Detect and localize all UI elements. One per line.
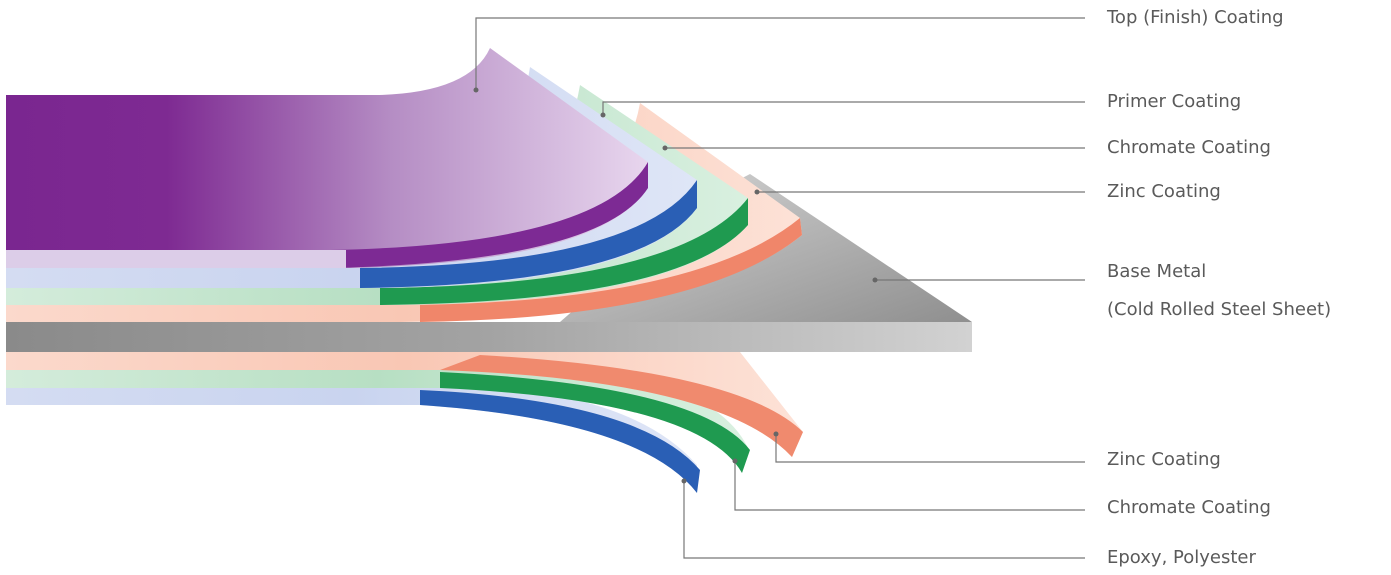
leader-dot [681,478,687,484]
bottom-zinc-edge [440,355,803,457]
layer-label: Primer Coating [1107,91,1241,112]
bottom-epoxy-edge [420,390,700,493]
leader-dot [473,87,479,93]
leader-dot [732,458,738,464]
illustration [6,48,972,493]
layer-label: Epoxy, Polyester [1107,547,1256,568]
zinc-edge [420,218,802,322]
labels: Top (Finish) Coating Primer Coating Chro… [1106,7,1331,568]
layer-label: Zinc Coating [1107,449,1221,470]
bottom-chromate-edge [440,372,750,473]
layer-label: Base Metal [1107,261,1206,282]
layer-label: Chromate Coating [1107,497,1271,518]
leader-dot [662,145,668,151]
layer-label: Zinc Coating [1107,181,1221,202]
leader-dot [872,277,878,283]
layer-label: (Cold Rolled Steel Sheet) [1107,299,1331,320]
layer-label: Top (Finish) Coating [1106,7,1284,28]
leader-dot [773,431,779,437]
leader-line [602,101,1085,115]
leader-line [734,461,1085,511]
leader-line [775,434,1085,463]
finish-edge [330,162,648,268]
leader-line [683,481,1085,559]
finish-left-band [6,250,346,268]
layer-label: Chromate Coating [1107,137,1271,158]
primer-edge [360,180,697,288]
leader-line [475,17,1085,90]
leader-dot [600,112,606,118]
chromate-edge [380,198,748,305]
leaders [473,17,1085,559]
finish-layer [6,48,648,268]
base-metal-side [6,322,972,352]
bottom-epoxy-layer [6,388,697,492]
leader-dot [754,189,760,195]
